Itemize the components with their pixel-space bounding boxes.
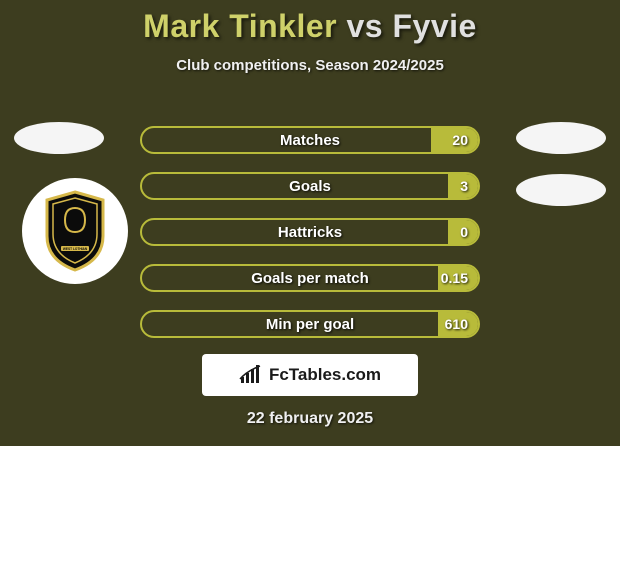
svg-text:WEST LOTHIAN: WEST LOTHIAN — [63, 247, 88, 251]
title-vs: vs — [347, 8, 384, 44]
source-logo-text: FcTables.com — [269, 365, 381, 385]
bar-value-right: 0.15 — [441, 266, 468, 290]
bar-label: Goals per match — [142, 266, 478, 290]
title-player2: Fyvie — [392, 8, 476, 44]
stat-bar: Goals per match0.15 — [140, 264, 480, 292]
bar-value-right: 610 — [445, 312, 468, 336]
stats-bars: Matches20 Goals3 Hattricks0 Goals per match… — [140, 126, 480, 356]
shield-icon: WEST LOTHIAN — [41, 190, 109, 272]
player2-club-placeholder — [516, 174, 606, 206]
bar-label: Goals — [142, 174, 478, 198]
bar-value-right: 0 — [460, 220, 468, 244]
bar-label: Hattricks — [142, 220, 478, 244]
bar-label: Min per goal — [142, 312, 478, 336]
subtitle: Club competitions, Season 2024/2025 — [0, 57, 620, 74]
stat-bar: Goals3 — [140, 172, 480, 200]
comparison-card: Mark Tinkler vs Fyvie Club competitions,… — [0, 0, 620, 446]
stat-bar: Min per goal610 — [140, 310, 480, 338]
title-player1: Mark Tinkler — [143, 8, 337, 44]
stat-bar: Matches20 — [140, 126, 480, 154]
bar-value-right: 20 — [452, 128, 468, 152]
player1-avatar-placeholder — [14, 122, 104, 154]
bar-label: Matches — [142, 128, 478, 152]
date-label: 22 february 2025 — [0, 410, 620, 428]
player2-avatar-placeholder — [516, 122, 606, 154]
player1-club-crest: WEST LOTHIAN — [22, 178, 128, 284]
bar-value-right: 3 — [460, 174, 468, 198]
source-logo: FcTables.com — [202, 354, 418, 396]
page-title: Mark Tinkler vs Fyvie — [0, 0, 620, 45]
stat-bar: Hattricks0 — [140, 218, 480, 246]
bar-chart-icon — [239, 365, 263, 385]
